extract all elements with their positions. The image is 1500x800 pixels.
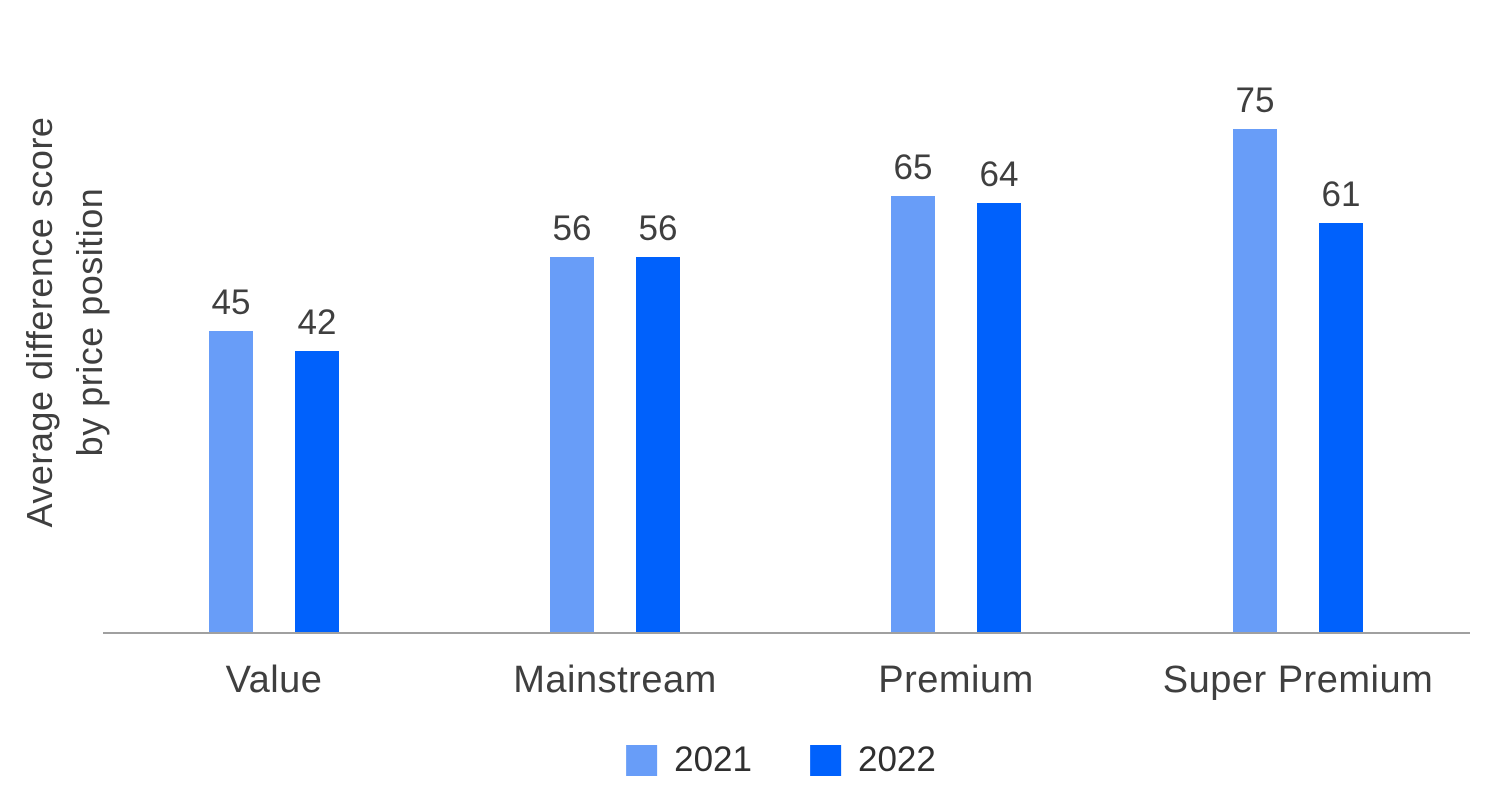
bar-value-label: 65: [893, 148, 933, 187]
bar-value-label: 64: [979, 155, 1019, 194]
x-axis-line: [103, 632, 1470, 634]
bar-2022-premium: [977, 203, 1021, 633]
bar-2021-super-premium: [1233, 129, 1277, 633]
bar-2022-value: [295, 351, 339, 633]
y-axis-label: Average difference score by price positi…: [15, 22, 125, 622]
bar-value-label: 56: [638, 209, 678, 248]
bar-value-label: 75: [1235, 81, 1275, 120]
bar-2021-premium: [891, 196, 935, 633]
x-axis-label-value: Value: [225, 659, 323, 701]
x-axis-label-mainstream: Mainstream: [513, 659, 717, 701]
legend-swatch-2022: [810, 744, 841, 776]
legend-label-2022: 2022: [858, 740, 936, 779]
y-axis-label-line2: by price position: [69, 187, 110, 457]
x-axis-label-super-premium: Super Premium: [1162, 659, 1434, 701]
bar-2022-super-premium: [1319, 223, 1363, 633]
legend-item-2022: 2022: [810, 740, 936, 780]
bar-value-label: 61: [1321, 175, 1361, 214]
bar-value-label: 45: [211, 283, 251, 322]
bar-2021-value: [209, 331, 253, 633]
legend-swatch-2021: [626, 744, 658, 776]
legend: 2021 2022: [626, 740, 936, 780]
y-axis-label-line1: Average difference score: [19, 116, 60, 528]
bar-value-label: 42: [297, 303, 337, 342]
bar-2022-mainstream: [636, 257, 680, 633]
bar-value-label: 56: [552, 209, 592, 248]
legend-label-2021: 2021: [674, 740, 752, 779]
legend-item-2021: 2021: [626, 740, 752, 780]
bar-2021-mainstream: [550, 257, 594, 633]
x-axis-label-premium: Premium: [878, 659, 1034, 701]
